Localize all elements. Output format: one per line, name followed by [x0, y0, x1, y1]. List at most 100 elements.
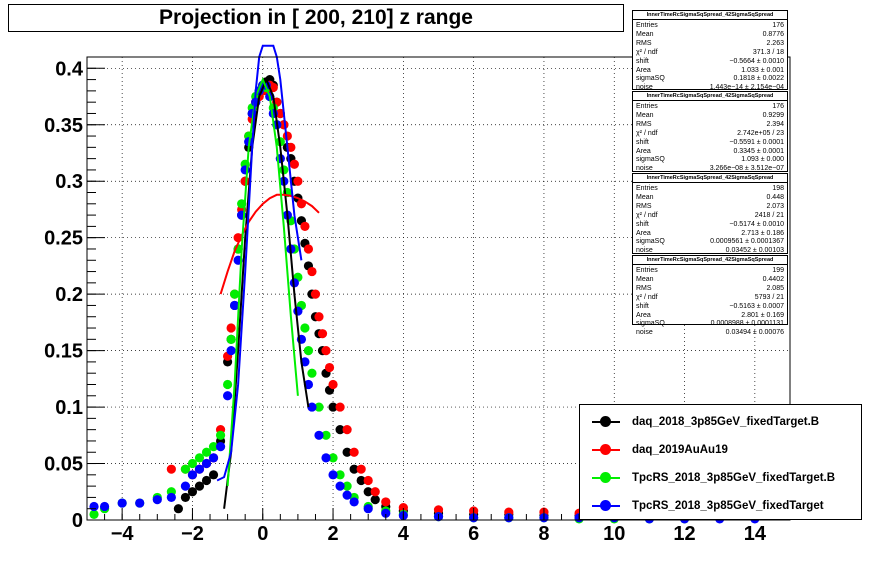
stats-row: Mean 0.8776: [636, 31, 784, 40]
stats-value: 2.073: [766, 202, 784, 210]
data-point: [215, 441, 226, 452]
legend-entry-tpcrs: TpcRS_2018_3p85GeV_fixedTarget: [580, 496, 861, 516]
stats-key: sigmaSQ: [636, 156, 665, 164]
stats-value: 0.8776: [762, 30, 784, 38]
data-point: [363, 475, 373, 486]
stats-value: 2.085: [766, 284, 784, 292]
stats-row: noise 1.443e−14 ± 2.154e−04: [636, 84, 784, 93]
stats-key: Mean: [636, 30, 654, 38]
stats-key: shift: [636, 138, 649, 146]
stats-value: 371.3 / 18: [752, 48, 784, 56]
y-tick-label: 0: [72, 510, 83, 532]
fit-curve-3: [226, 77, 299, 487]
stats-row: χ² / ndf 371.3 / 18: [636, 49, 784, 58]
data-point: [300, 323, 310, 333]
stats-key: Area: [636, 66, 651, 74]
y-tick-label: 0.3: [55, 171, 83, 193]
stats-key: RMS: [636, 39, 652, 47]
stats-key: RMS: [636, 120, 652, 128]
data-point: [173, 504, 183, 514]
stats-row: χ² / ndf 2418 / 21: [636, 212, 784, 221]
stats-row: RMS 2.263: [636, 40, 784, 49]
data-point: [370, 495, 380, 505]
x-tick-label: 0: [257, 523, 268, 545]
stats-box-4: InnerTimeRcSigmaSqSpread_42SigmaSqSpread…: [632, 255, 788, 336]
stats-row: Area 1.033 ± 0.001: [636, 67, 784, 76]
legend-label: daq_2018_3p85GeV_fixedTarget.B: [632, 416, 820, 428]
data-point: [303, 346, 314, 356]
data-point: [349, 447, 359, 457]
stats-row: RMS 2.085: [636, 285, 784, 294]
stats-value: 0.03494 ± 0.00076: [725, 329, 784, 337]
data-point: [303, 244, 314, 254]
data-point: [307, 368, 317, 378]
data-point: [187, 487, 198, 497]
x-tick-label: −4: [111, 523, 135, 545]
stats-title: InnerTimeRcSigmaSqSpread_42SigmaSqSpread: [633, 92, 787, 101]
stats-key: χ² / ndf: [636, 293, 658, 301]
stats-row: χ² / ndf 2.742e+05 / 23: [636, 130, 784, 139]
data-point: [307, 402, 317, 412]
data-point: [293, 176, 303, 186]
data-point: [194, 464, 205, 474]
stats-key: Entries: [636, 22, 658, 29]
stats-value: 0.3345 ± 0.0001: [733, 147, 784, 155]
stats-row: sigmaSQ 1.093 ± 0.000: [636, 156, 784, 165]
legend-label: TpcRS_2018_3p85GeV_fixedTarget.B: [632, 472, 836, 484]
data-point: [117, 498, 127, 508]
stats-key: sigmaSQ: [636, 320, 665, 328]
data-point: [201, 458, 212, 469]
stats-row: Area 2.801 ± 0.169: [636, 312, 784, 321]
x-tick-label: 14: [744, 523, 767, 545]
data-point: [99, 501, 110, 512]
data-point: [135, 498, 145, 508]
data-point: [230, 300, 240, 311]
legend-marker-icon: [600, 444, 611, 455]
data-point: [342, 447, 352, 457]
data-point: [208, 441, 219, 452]
data-point: [187, 470, 198, 480]
data-point: [293, 306, 303, 316]
stats-key: noise: [636, 329, 653, 337]
data-point: [208, 470, 219, 480]
stats-row: RMS 2.073: [636, 203, 784, 212]
chart-title: Projection in [ 200, 210] z range: [159, 6, 473, 29]
fit-layer: [216, 44, 320, 509]
stats-value: 0.448: [766, 193, 784, 201]
legend-entry-daq-2018-b: daq_2018_3p85GeV_fixedTarget.B: [580, 412, 861, 432]
stats-key: Area: [636, 147, 651, 155]
data-point: [240, 165, 250, 175]
data-point: [166, 464, 176, 474]
stats-key: χ² / ndf: [636, 48, 658, 56]
stats-key: RMS: [636, 202, 652, 210]
stats-row: RMS 2.394: [636, 121, 784, 130]
stats-value: 2.263: [766, 39, 784, 47]
data-point: [356, 464, 366, 474]
stats-row: noise 3.266e−08 ± 3.512e−07: [636, 165, 784, 174]
legend-label: TpcRS_2018_3p85GeV_fixedTarget: [632, 500, 824, 512]
stats-value: 198: [772, 185, 784, 192]
data-point: [230, 289, 240, 299]
stats-row: noise 0.03452 ± 0.00103: [636, 247, 784, 256]
legend-marker-icon: [600, 500, 611, 511]
legend-marker-icon: [600, 472, 611, 483]
stats-value: 199: [772, 267, 784, 274]
stats-value: −0.5163 ± 0.0007: [729, 302, 784, 310]
data-point: [381, 508, 391, 518]
x-tick-label: 10: [603, 523, 625, 545]
data-point: [328, 402, 338, 412]
stats-value: 2.394: [766, 120, 784, 128]
data-point: [89, 501, 99, 512]
fit-curve-1: [223, 77, 310, 509]
data-point: [307, 266, 317, 277]
stats-key: χ² / ndf: [636, 129, 658, 137]
stats-key: Mean: [636, 275, 654, 283]
legend: daq_2018_3p85GeV_fixedTarget.B daq_2019A…: [579, 404, 862, 520]
stats-row: Area 2.713 ± 0.186: [636, 230, 784, 239]
stats-row: Mean 0.4402: [636, 276, 784, 285]
data-point: [314, 312, 324, 322]
stats-key: Area: [636, 229, 651, 237]
data-point: [226, 334, 236, 344]
stats-key: noise: [636, 165, 653, 173]
y-tick-label: 0.2: [55, 284, 83, 306]
